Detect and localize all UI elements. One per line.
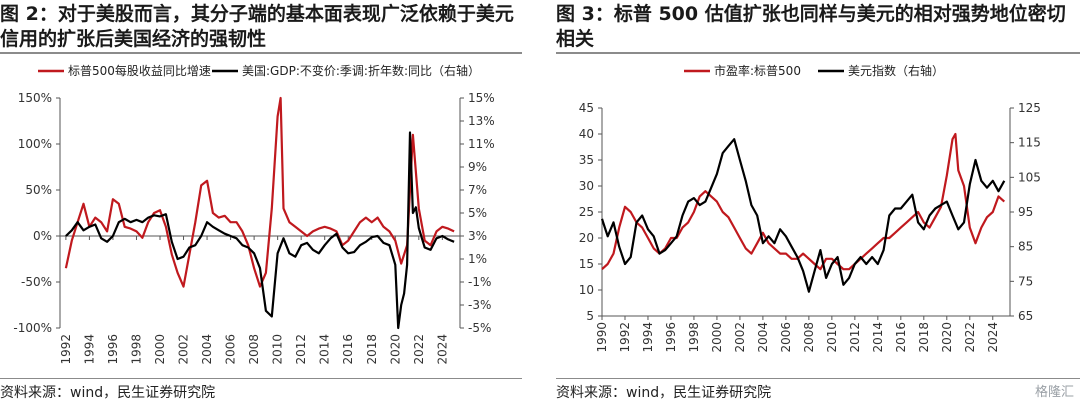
left-chart-svg: 150% 100% 50% 0% -50% -100% 15% 13% 11% 9% 7% 5% 3% 1… [13,63,495,365]
x-tick-label: 2000 [710,322,724,353]
legend-label: 市盈率:标普500 [714,63,801,78]
left-y-tick-label: 10 [579,283,594,297]
x-tick-label: 2016 [341,334,355,365]
legend-label: 标普500每股收益同比增速 [68,63,211,78]
x-tick-label: 2010 [825,322,839,353]
x-tick-label: 1994 [82,334,96,365]
left-y-tick-label: 35 [579,153,594,167]
right-chart-panel: 图 3：标普 500 估值扩张也同样与美元的相对强势地位密切相关 45 40 35 3… [556,0,1080,402]
right-chart-title: 图 3：标普 500 估值扩张也同样与美元的相对强势地位密切相关 [556,3,1066,50]
x-tick-label: 2018 [917,322,931,353]
right-bottom-rule [556,378,1080,379]
right-y-tick-label: 125 [1018,101,1041,115]
x-tick-label: 2012 [848,322,862,353]
left-axis-series-line [64,96,455,288]
x-tick-label: 1996 [106,334,120,365]
right-y-tick-label: 1% [468,252,487,266]
x-tick-label: 2008 [247,334,261,365]
x-tick-label: 2000 [153,334,167,365]
x-tick-label: 2006 [779,322,793,353]
left-y-tick-label: 0% [33,229,52,243]
left-y-tick-label: 40 [579,127,594,141]
left-y-tick-label: 20 [579,231,594,245]
left-y-tick-label: 150% [18,91,52,105]
right-y-tick-label: 3% [468,229,487,243]
x-tick-label: 2006 [224,334,238,365]
right-y-tick-label: 75 [1018,274,1033,288]
left-y-tick-label: 45 [579,101,594,115]
right-y-tick-label: -1% [468,275,491,289]
right-y-tick-label: 95 [1018,205,1033,219]
x-tick-label: 2002 [177,334,191,365]
x-tick-label: 2016 [894,322,908,353]
left-axis-series-line [601,132,1006,271]
x-tick-label: 2020 [388,334,402,365]
right-axis-series-line [65,131,455,330]
left-y-tick-label: 25 [579,205,594,219]
right-y-tick-label: 13% [468,114,495,128]
left-chart-panel: 图 2：对于美股而言，其分子端的基本面表现广泛依赖于美元信用的扩张后美国经济的强… [0,0,522,402]
legend-label: 美元指数（右轴） [848,63,944,78]
x-tick-label: 2008 [802,322,816,353]
right-title-rule [556,52,1080,54]
right-y-tick-label: 85 [1018,240,1033,254]
x-tick-label: 1998 [129,334,143,365]
x-tick-label: 2012 [294,334,308,365]
right-source-note: 资料来源：wind，民生证券研究院 [556,385,772,401]
left-y-tick-label: 15 [579,257,594,271]
right-y-tick-label: 5% [468,206,487,220]
x-tick-label: 1996 [664,322,678,353]
x-tick-label: 2014 [318,334,332,365]
x-tick-label: 2022 [412,334,426,365]
right-y-tick-label: -5% [468,321,491,335]
x-tick-label: 1990 [595,322,609,353]
right-y-tick-label: 11% [468,137,495,151]
left-y-tick-label: -100% [13,321,52,335]
left-chart-title: 图 2：对于美股而言，其分子端的基本面表现广泛依赖于美元信用的扩张后美国经济的强… [0,3,514,50]
x-tick-label: 1992 [618,322,632,353]
x-tick-label: 2018 [365,334,379,365]
right-y-tick-label: 9% [468,160,487,174]
x-tick-label: 2010 [271,334,285,365]
x-tick-label: 2004 [756,322,770,353]
x-tick-label: 2014 [871,322,885,353]
right-y-tick-label: 115 [1018,136,1041,150]
right-y-tick-label: 15% [468,91,495,105]
right-y-tick-label: 65 [1018,309,1033,323]
left-title-rule [0,52,522,54]
x-tick-label: 2024 [986,322,1000,353]
x-tick-label: 1998 [687,322,701,353]
left-y-tick-label: 100% [18,137,52,151]
legend-label: 美国:GDP:不变价:季调:折年数:同比（右轴） [242,63,480,78]
x-tick-label: 2004 [200,334,214,365]
left-y-tick-label: 5 [586,309,594,323]
left-bottom-rule [0,378,522,379]
right-y-tick-label: 105 [1018,170,1041,184]
right-y-tick-label: 7% [468,183,487,197]
x-tick-label: 2002 [733,322,747,353]
left-source-note: 资料来源：wind，民生证券研究院 [0,385,216,401]
right-axis-series-line [600,138,1006,293]
left-y-tick-label: -50% [21,275,52,289]
left-y-tick-label: 30 [579,179,594,193]
left-y-tick-label: 50% [25,183,52,197]
x-tick-label: 2024 [435,334,449,365]
x-tick-label: 2022 [963,322,977,353]
x-tick-label: 1992 [59,334,73,365]
x-tick-label: 1994 [641,322,655,353]
x-tick-label: 2020 [940,322,954,353]
watermark-logo: 格隆汇 [1034,385,1074,400]
right-y-tick-label: -3% [468,298,491,312]
